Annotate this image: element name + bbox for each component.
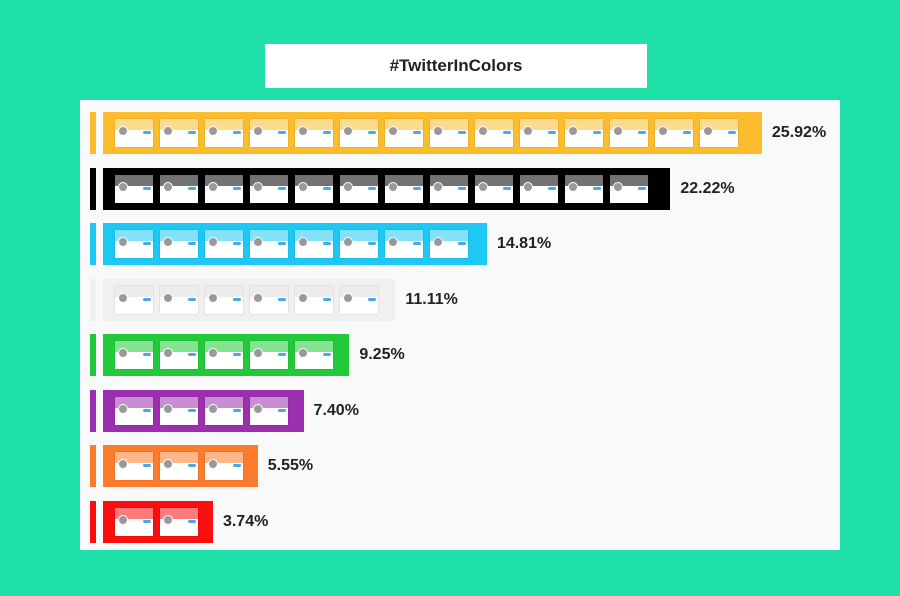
profile-thumbnail [250,119,288,147]
bar-yellow [103,112,762,154]
color-swatch [90,167,96,210]
profile-thumbnail [250,341,288,369]
profile-thumbnail [205,174,243,203]
profile-thumbnail [115,174,153,203]
profile-thumbnail [250,285,288,314]
profile-thumbnail [340,285,378,314]
profile-thumbnail [295,119,333,147]
bar-value-label: 25.92% [771,124,827,141]
profile-thumbnail [295,341,333,369]
profile-thumbnail [700,119,738,147]
color-swatch [90,334,96,376]
color-swatch [90,445,96,487]
profile-thumbnail [115,285,153,314]
profile-thumbnail [295,285,333,314]
profile-thumbnail [385,174,423,203]
chart-panel: 25.92% 22.22% 14.81% 11.11% 9.25% 7.40% 5.55% 3… [80,100,840,550]
profile-thumbnail [205,452,243,480]
bar-green [103,334,350,376]
profile-thumbnail [565,119,603,147]
profile-thumbnail [205,230,243,258]
profile-thumbnail [160,285,198,314]
profile-thumbnail [610,119,648,147]
profile-thumbnail [205,285,243,314]
profile-thumbnail [160,396,198,425]
bar-value-label: 11.11% [405,290,458,308]
profile-thumbnail [565,174,603,203]
profile-thumbnail [610,174,648,203]
bar-purple [103,389,304,432]
profile-thumbnail [520,174,558,203]
bar-value-label: 14.81% [496,235,552,252]
chart-title: #TwitterInColors [265,44,647,88]
profile-thumbnail [250,230,288,258]
bar-red [103,500,213,543]
profile-thumbnail [340,174,378,203]
profile-thumbnail [295,230,333,258]
profile-thumbnail [295,174,333,203]
color-swatch [90,112,96,154]
bar-value-label: 5.55% [267,457,314,474]
color-swatch [90,500,96,543]
profile-thumbnail [475,174,513,203]
profile-thumbnail [250,396,288,425]
profile-thumbnail [160,452,198,480]
profile-thumbnail [160,341,198,369]
profile-thumbnail [160,230,198,258]
color-swatch [90,278,96,321]
profile-thumbnail [115,507,153,536]
bar-white [103,278,396,321]
profile-thumbnail [115,452,153,480]
profile-thumbnail [340,119,378,147]
bar-value-label: 7.40% [313,401,359,419]
color-swatch [90,389,96,432]
profile-thumbnail [430,174,468,203]
profile-thumbnail [115,341,153,369]
profile-thumbnail [340,230,378,258]
bar-value-label: 3.74% [222,512,269,530]
profile-thumbnail [160,174,198,203]
profile-thumbnail [385,230,423,258]
profile-thumbnail [205,396,243,425]
profile-thumbnail [250,174,288,203]
profile-thumbnail [115,119,153,147]
profile-thumbnail [160,119,198,147]
profile-thumbnail [205,341,243,369]
bar-value-label: 22.22% [680,179,735,197]
profile-thumbnail [430,230,468,258]
profile-thumbnail [205,119,243,147]
profile-thumbnail [520,119,558,147]
color-swatch [90,223,96,265]
bar-value-label: 9.25% [359,346,405,363]
profile-thumbnail [115,230,153,258]
profile-thumbnail [160,507,198,536]
profile-thumbnail [115,396,153,425]
bar-blue [103,223,487,265]
bar-black [103,167,671,210]
bar-orange [103,445,258,487]
profile-thumbnail [430,119,468,147]
profile-thumbnail [655,119,693,147]
profile-thumbnail [475,119,513,147]
profile-thumbnail [385,119,423,147]
